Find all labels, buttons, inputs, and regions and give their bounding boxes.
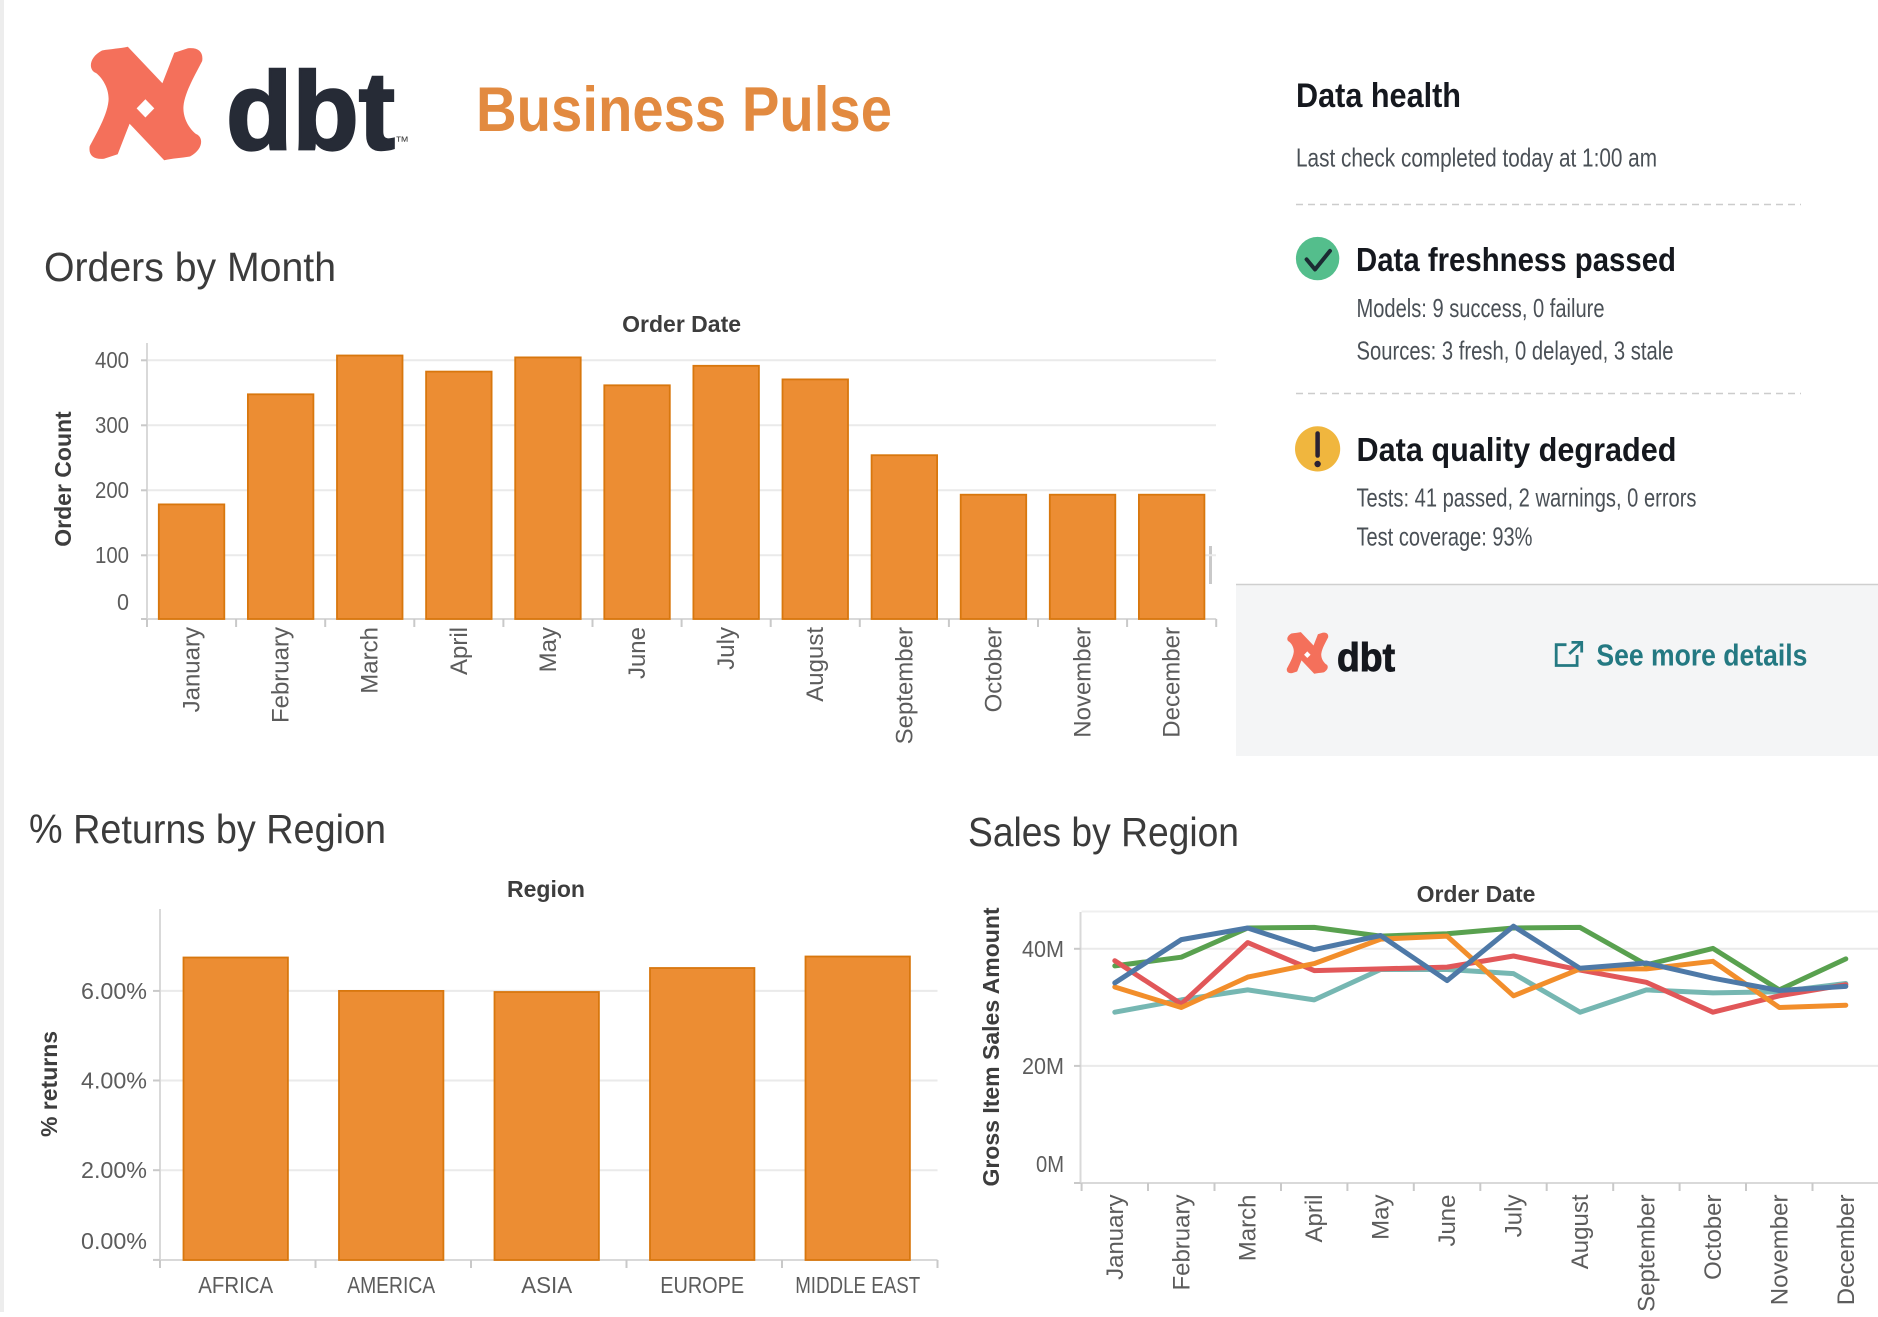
svg-text:Data health: Data health (1296, 77, 1461, 115)
svg-text:4.00%: 4.00% (81, 1068, 147, 1094)
svg-text:See more details: See more details (1596, 638, 1807, 673)
svg-text:EUROPE: EUROPE (660, 1272, 744, 1298)
svg-text:January: January (1102, 1195, 1129, 1280)
svg-text:July: July (713, 627, 740, 670)
svg-text:November: November (1766, 1195, 1793, 1306)
svg-text:6.00%: 6.00% (81, 978, 147, 1004)
svg-text:100: 100 (95, 542, 129, 568)
svg-text:Order Date: Order Date (1417, 881, 1536, 907)
svg-text:400: 400 (95, 347, 129, 373)
svg-text:% returns: % returns (36, 1031, 62, 1137)
svg-text:% Returns by Region: % Returns by Region (29, 806, 386, 852)
svg-text:September: September (891, 627, 918, 744)
svg-text:October: October (980, 627, 1007, 712)
svg-text:December: December (1833, 1195, 1860, 1306)
svg-text:December: December (1159, 627, 1186, 738)
svg-text:July: July (1501, 1195, 1528, 1238)
svg-text:Data quality degraded: Data quality degraded (1357, 431, 1677, 468)
svg-text:Models: 9 success, 0 failure: Models: 9 success, 0 failure (1357, 293, 1605, 323)
svg-text:™: ™ (395, 133, 409, 149)
svg-text:September: September (1633, 1195, 1660, 1312)
svg-text:0: 0 (117, 589, 129, 615)
svg-text:40M: 40M (1022, 936, 1064, 962)
svg-text:Sources: 3 fresh, 0 delayed, 3: Sources: 3 fresh, 0 delayed, 3 stale (1357, 336, 1674, 366)
svg-text:0M: 0M (1036, 1151, 1064, 1177)
svg-text:Sales by Region: Sales by Region (968, 809, 1239, 855)
svg-text:dbt: dbt (226, 50, 395, 173)
svg-text:dbt: dbt (1337, 636, 1395, 680)
svg-text:ASIA: ASIA (521, 1272, 573, 1298)
svg-text:Tests: 41 passed, 2 warnings,: Tests: 41 passed, 2 warnings, 0 errors (1357, 483, 1697, 513)
svg-text:November: November (1070, 627, 1097, 738)
svg-text:June: June (1434, 1195, 1461, 1247)
svg-text:Order Date: Order Date (622, 311, 741, 337)
svg-text:Data freshness passed: Data freshness passed (1356, 241, 1676, 278)
svg-text:August: August (1567, 1194, 1594, 1269)
svg-text:April: April (446, 627, 473, 675)
svg-text:20M: 20M (1022, 1053, 1064, 1079)
svg-text:AFRICA: AFRICA (198, 1272, 274, 1298)
svg-text:April: April (1301, 1195, 1328, 1243)
svg-text:May: May (535, 627, 562, 672)
svg-text:MIDDLE EAST: MIDDLE EAST (795, 1272, 920, 1298)
svg-text:March: March (1235, 1195, 1262, 1262)
svg-text:0.00%: 0.00% (81, 1228, 147, 1254)
svg-text:June: June (624, 627, 651, 679)
svg-text:Order Count: Order Count (50, 411, 76, 547)
svg-text:Gross Item Sales Amount: Gross Item Sales Amount (978, 907, 1004, 1186)
svg-text:Last check completed today at: Last check completed today at 1:00 am (1296, 143, 1657, 173)
svg-text:February: February (268, 627, 295, 723)
svg-text:Region: Region (507, 876, 585, 902)
svg-text:August: August (802, 627, 829, 702)
svg-text:February: February (1168, 1195, 1195, 1291)
svg-text:300: 300 (95, 412, 129, 438)
svg-text:Orders by Month: Orders by Month (44, 244, 336, 290)
svg-text:January: January (179, 627, 206, 712)
svg-text:AMERICA: AMERICA (347, 1272, 436, 1298)
svg-text:March: March (357, 627, 384, 694)
svg-text:2.00%: 2.00% (81, 1157, 147, 1183)
svg-text:200: 200 (95, 477, 129, 503)
svg-text:October: October (1700, 1194, 1727, 1279)
svg-text:Test coverage: 93%: Test coverage: 93% (1357, 522, 1533, 552)
svg-text:Business Pulse: Business Pulse (476, 75, 892, 145)
svg-text:May: May (1368, 1195, 1395, 1240)
